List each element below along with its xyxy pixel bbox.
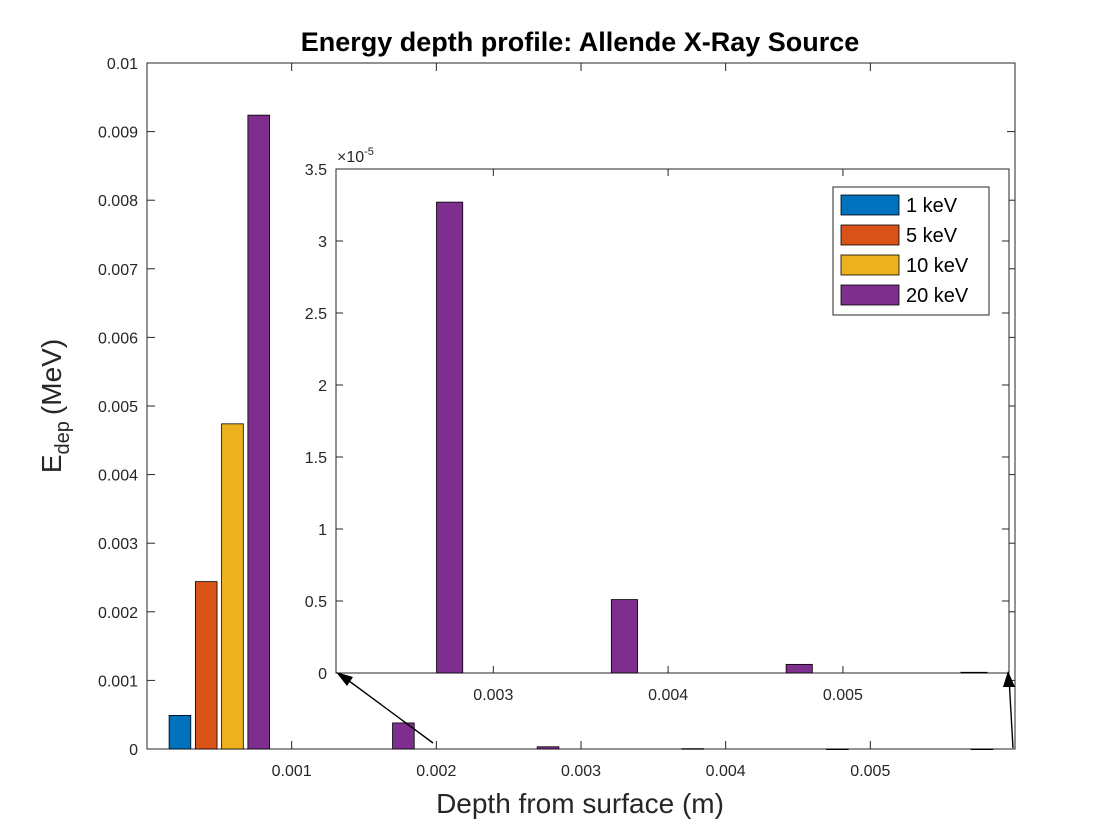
legend-swatch bbox=[840, 284, 900, 306]
main-y-tick-label: 0.009 bbox=[98, 125, 138, 142]
main-y-ticks: 0 0.001 0.002 0.003 0.004 0.005 0.006 0.007 0.00… bbox=[98, 56, 1015, 759]
main-y-tick-label: 0.01 bbox=[107, 56, 138, 73]
main-bar bbox=[194, 581, 218, 750]
inset-bar bbox=[436, 201, 464, 674]
inset-bar bbox=[610, 599, 638, 674]
zoom-arrow-left-head bbox=[336, 672, 353, 686]
main-bar bbox=[221, 423, 244, 750]
main-y-tick-label: 0.003 bbox=[98, 536, 138, 553]
main-bar bbox=[392, 722, 415, 750]
main-bar bbox=[826, 748, 849, 750]
chart-title: Energy depth profile: Allende X-Ray Sour… bbox=[301, 27, 860, 57]
inset-axes: 0 0.5 1 1.5 2 2.5 3 3.5 0.003 0.004 0.005 ×10-5 1… bbox=[305, 146, 1010, 704]
main-y-tick-label: 0 bbox=[129, 742, 138, 759]
main-bar bbox=[970, 748, 994, 750]
y-axis-label: Edep (MeV) bbox=[36, 339, 74, 473]
legend-label: 1 keV bbox=[906, 195, 958, 217]
inset-y-exponent-value: -5 bbox=[364, 146, 374, 158]
inset-y-ticks: 0 0.5 1 1.5 2 2.5 3 3.5 bbox=[305, 162, 1009, 683]
main-bar bbox=[247, 114, 270, 750]
main-bar bbox=[536, 746, 560, 750]
main-y-tick-label: 0.008 bbox=[98, 193, 138, 210]
main-x-tick-label: 0.002 bbox=[416, 763, 456, 780]
main-y-tick-label: 0.007 bbox=[98, 262, 138, 279]
inset-bars bbox=[436, 201, 988, 674]
y-axis-label-subscript: dep bbox=[52, 421, 74, 454]
y-axis-label-main: E bbox=[36, 454, 67, 473]
inset-y-tick-label: 3.5 bbox=[305, 162, 327, 179]
main-x-tick-label: 0.001 bbox=[272, 763, 312, 780]
svg-text:Edep(MeV): Edep (MeV) bbox=[36, 339, 74, 473]
inset-x-tick-label: 0.005 bbox=[823, 687, 863, 704]
legend-swatch bbox=[840, 194, 900, 216]
inset-bar bbox=[785, 663, 813, 674]
zoom-arrow-right-line bbox=[1008, 677, 1014, 749]
zoom-arrow-left-line bbox=[340, 674, 434, 744]
main-y-tick-label: 0.006 bbox=[98, 330, 138, 347]
inset-x-ticks: 0.003 0.004 0.005 bbox=[473, 169, 863, 704]
inset-y-tick-label: 3 bbox=[318, 234, 327, 251]
x-axis-label: Depth from surface (m) bbox=[436, 788, 724, 819]
main-x-tick-label: 0.004 bbox=[706, 763, 746, 780]
main-y-tick-label: 0.005 bbox=[98, 399, 138, 416]
inset-y-multiplier: ×10 bbox=[337, 149, 364, 166]
legend-swatch bbox=[840, 224, 900, 246]
main-bar bbox=[168, 714, 192, 750]
zoom-arrows bbox=[336, 671, 1015, 749]
inset-y-exponent: ×10-5 bbox=[337, 146, 374, 166]
main-x-ticks: 0.001 0.002 0.003 0.004 0.005 bbox=[272, 63, 890, 780]
main-bars bbox=[168, 114, 994, 750]
inset-x-tick-label: 0.003 bbox=[473, 687, 513, 704]
legend-swatch bbox=[840, 254, 900, 276]
inset-y-tick-label: 0 bbox=[318, 666, 327, 683]
inset-y-tick-label: 2 bbox=[318, 378, 327, 395]
main-x-tick-label: 0.003 bbox=[561, 763, 601, 780]
main-y-tick-label: 0.002 bbox=[98, 605, 138, 622]
inset-y-tick-label: 2.5 bbox=[305, 306, 327, 323]
inset-y-tick-label: 1 bbox=[318, 522, 327, 539]
main-bar bbox=[681, 748, 704, 750]
main-y-tick-label: 0.004 bbox=[98, 468, 138, 485]
legend-label: 20 keV bbox=[906, 285, 969, 307]
legend-label: 10 keV bbox=[906, 255, 969, 277]
main-y-tick-label: 0.001 bbox=[98, 673, 138, 690]
legend-label: 5 keV bbox=[906, 225, 958, 247]
inset-x-tick-label: 0.004 bbox=[648, 687, 688, 704]
inset-y-tick-label: 1.5 bbox=[305, 450, 327, 467]
zoom-arrow-right-head bbox=[1003, 671, 1015, 687]
legend: 1 keV 5 keV 10 keV 20 keV bbox=[832, 186, 990, 316]
inset-bar bbox=[960, 671, 988, 674]
inset-y-tick-label: 0.5 bbox=[305, 594, 327, 611]
y-axis-label-units: (MeV) bbox=[36, 339, 67, 415]
main-x-tick-label: 0.005 bbox=[850, 763, 890, 780]
